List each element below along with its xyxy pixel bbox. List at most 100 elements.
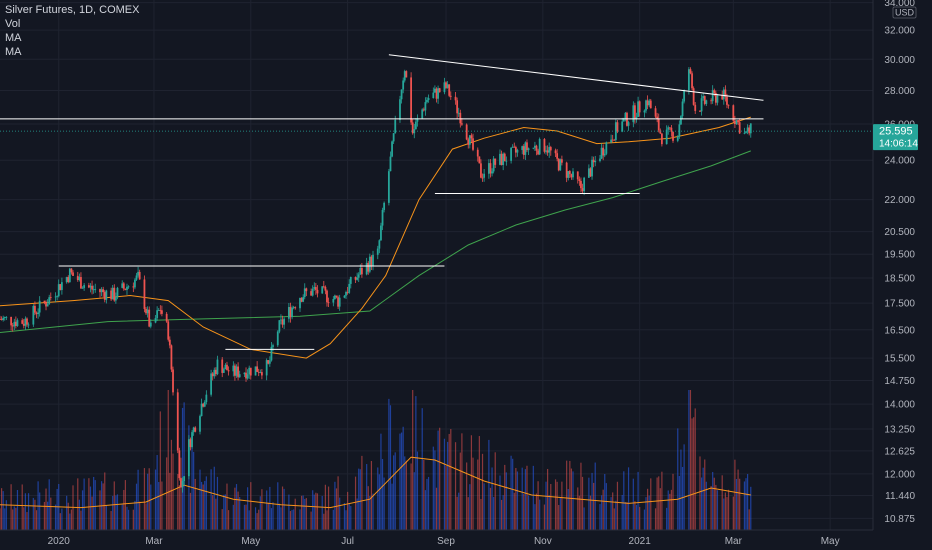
candle	[235, 364, 238, 378]
volume-bar	[454, 442, 457, 530]
candle-body	[146, 309, 149, 314]
candle	[100, 287, 103, 297]
candle-body	[311, 288, 314, 296]
candle	[222, 367, 225, 373]
volume-bar	[543, 504, 546, 530]
candle-body	[621, 121, 624, 132]
candle	[510, 147, 513, 164]
volume-bar	[170, 439, 173, 530]
candle	[156, 306, 159, 321]
candle-body	[216, 359, 219, 375]
y-tick-label: 22.000	[884, 195, 915, 206]
volume-bar	[737, 469, 739, 530]
candle-body	[337, 297, 339, 307]
volume-bar	[193, 451, 195, 530]
volume-bar	[288, 494, 290, 530]
volume-bar	[310, 511, 312, 530]
volume-bar	[439, 427, 441, 530]
candle-body	[176, 392, 179, 451]
legend-ma-slow[interactable]: MA	[5, 46, 22, 58]
candle-body	[143, 279, 146, 309]
candle	[705, 99, 708, 106]
candle	[735, 120, 738, 125]
candle-body	[387, 171, 390, 203]
candle-body	[381, 209, 384, 226]
volume-bar	[224, 494, 226, 530]
candle	[322, 280, 325, 289]
candle	[360, 262, 363, 278]
volume-bar	[261, 489, 263, 530]
volume-bar	[24, 493, 26, 530]
candle	[483, 169, 486, 182]
candle	[672, 131, 674, 143]
candle	[324, 285, 327, 295]
volume-bar	[110, 511, 112, 530]
candle	[699, 110, 701, 112]
candle-body	[48, 297, 51, 305]
candle-body	[602, 147, 605, 156]
candle-body	[226, 364, 228, 371]
y-tick-label: 18.500	[884, 274, 915, 285]
candle-body	[403, 71, 406, 81]
candle-body	[527, 148, 530, 151]
candle-body	[600, 147, 603, 159]
candle	[167, 319, 170, 342]
candle-body	[500, 153, 503, 165]
candle	[243, 372, 246, 377]
candle-body	[310, 291, 313, 296]
candle-body	[659, 130, 662, 134]
candle	[416, 114, 419, 127]
volume-bar	[281, 486, 284, 530]
price-axis-bg	[873, 0, 932, 550]
candle	[481, 173, 484, 182]
x-tick-label: Nov	[534, 536, 552, 547]
candle	[546, 145, 549, 156]
candle-body	[99, 289, 101, 293]
candle	[380, 222, 382, 241]
volume-bar	[610, 497, 612, 530]
volume-bar	[169, 472, 171, 530]
volume-bar	[416, 451, 419, 530]
candle	[411, 118, 414, 135]
volume-bar	[335, 488, 338, 530]
candle-body	[378, 240, 381, 249]
volume-bar	[93, 476, 95, 530]
candle	[489, 159, 492, 178]
candle-body	[13, 321, 16, 327]
candle	[157, 308, 160, 311]
volume-bar	[16, 490, 19, 530]
candle	[716, 93, 719, 106]
volume-bar	[167, 390, 169, 530]
candle	[270, 342, 273, 362]
candle	[616, 119, 619, 134]
candle	[34, 301, 36, 316]
candle	[205, 390, 208, 405]
candle-body	[521, 146, 524, 150]
volume-bar	[712, 471, 714, 530]
candle	[91, 280, 93, 295]
candle-body	[292, 307, 295, 309]
candle-body	[45, 302, 47, 307]
legend-symbol[interactable]: Silver Futures, 1D, COMEX	[5, 4, 140, 16]
candle	[426, 97, 428, 104]
legend-vol[interactable]: Vol	[5, 18, 21, 30]
candle-body	[656, 116, 659, 119]
candle-body	[83, 285, 86, 288]
volume-bar	[402, 426, 404, 530]
candle	[600, 143, 603, 160]
volume-bar	[247, 487, 249, 530]
last-price-value: 25.595	[879, 126, 913, 138]
candle	[83, 283, 86, 291]
candle-body	[705, 100, 708, 104]
candle	[532, 147, 535, 150]
volume-bar	[15, 507, 17, 530]
candle-body	[32, 305, 35, 325]
volume-bar	[513, 492, 515, 530]
candle-body	[449, 95, 452, 97]
candle	[245, 367, 247, 382]
legend-ma-fast[interactable]: MA	[5, 32, 22, 44]
candle-body	[556, 153, 559, 159]
candle-body	[702, 96, 705, 99]
candle	[305, 287, 308, 297]
